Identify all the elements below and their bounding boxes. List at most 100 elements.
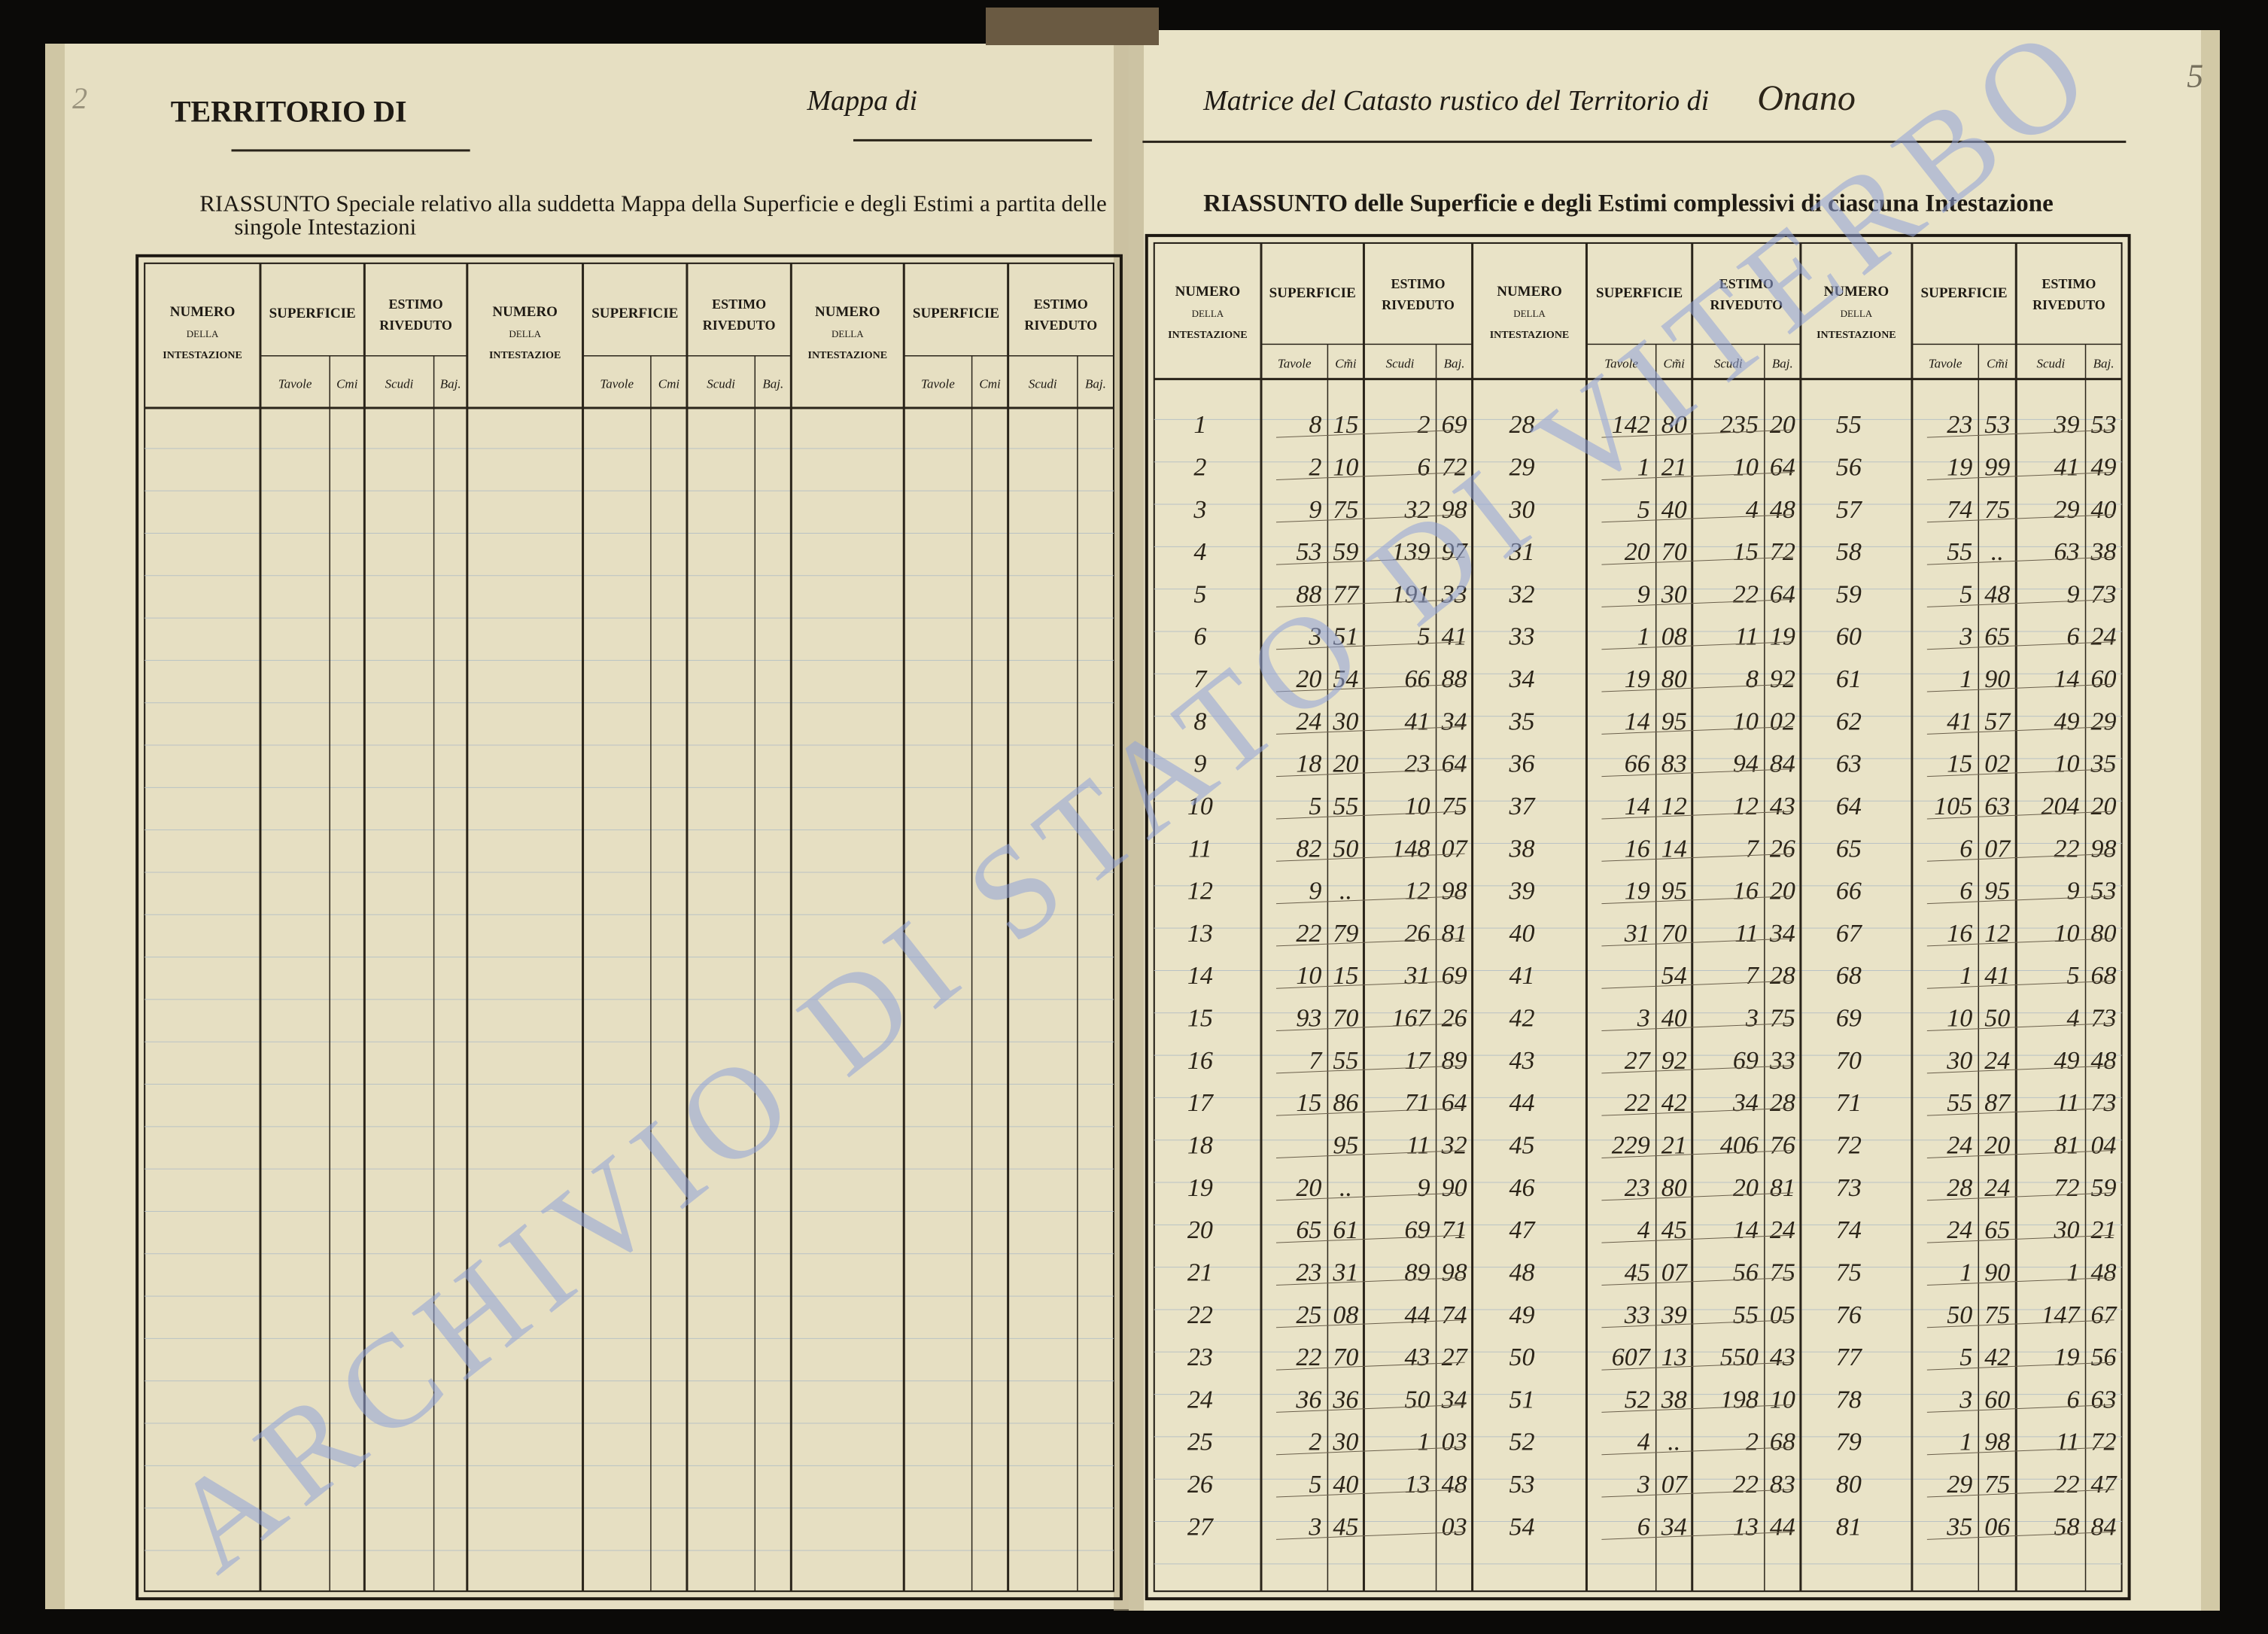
cell: 32: [1441, 1131, 1467, 1159]
cell: 4: [1637, 1429, 1650, 1456]
cell: 72: [1770, 538, 1795, 566]
cell: 22: [1733, 580, 1759, 608]
cell: 70: [1836, 1047, 1862, 1075]
cell: 60: [2091, 665, 2117, 693]
cell: 45: [1625, 1258, 1650, 1286]
cell: 14: [1625, 707, 1650, 735]
cell: 24: [2091, 623, 2117, 651]
cell: 53: [2091, 411, 2117, 439]
cell: 64: [1770, 453, 1795, 481]
cell: 229: [1612, 1131, 1650, 1159]
cell: 71: [1836, 1089, 1862, 1117]
cell: 43: [1770, 1343, 1795, 1371]
cell: 12: [1405, 878, 1430, 905]
cell: 36: [1295, 1386, 1321, 1413]
cell: 41: [1509, 962, 1535, 990]
flourish: [1926, 1362, 2114, 1371]
cell: 32: [1509, 580, 1535, 608]
column-header: ESTIMO: [1034, 297, 1088, 312]
cell: 90: [1442, 1174, 1467, 1202]
cell: 33: [1624, 1301, 1650, 1329]
cell: 81: [1836, 1513, 1862, 1541]
cell: 19: [1947, 453, 1972, 481]
cell: 24: [1187, 1386, 1213, 1413]
sub-header: Tavole: [1278, 357, 1312, 371]
cell: 55: [1947, 1089, 1972, 1117]
cell: 8: [1746, 665, 1759, 693]
cell: 81: [2054, 1131, 2080, 1159]
cell: 11: [2056, 1089, 2079, 1117]
cell: 74: [1442, 1301, 1467, 1329]
cell: 79: [1836, 1429, 1862, 1456]
sub-header: Cmi: [979, 376, 1001, 391]
flourish: [1275, 1107, 1465, 1116]
cell: 25: [1296, 1301, 1321, 1329]
cell: 3: [1959, 1386, 1972, 1413]
sub-header: Baj.: [1085, 376, 1106, 391]
cell: 34: [1732, 1089, 1759, 1117]
cell: 550: [1720, 1343, 1759, 1371]
cell: 28: [1509, 411, 1535, 439]
flourish: [1926, 980, 2114, 989]
cell: 51: [1509, 1386, 1535, 1413]
cell: 20: [2091, 793, 2117, 820]
flourish: [1601, 556, 1793, 565]
cell: 18: [1187, 1131, 1213, 1159]
cell: 66: [1625, 750, 1650, 778]
column-header: RIVEDUTO: [379, 318, 452, 333]
cell: 23: [1625, 1174, 1650, 1202]
cell: 48: [1442, 1471, 1467, 1499]
flourish: [1926, 1276, 2114, 1286]
cell: 10: [1947, 1005, 1972, 1033]
flourish: [1926, 1531, 2114, 1540]
cell: 4: [2067, 1005, 2080, 1033]
cell: 92: [1770, 665, 1795, 693]
column-header: DELLA: [831, 328, 864, 339]
cell: 28: [1770, 1089, 1795, 1117]
cell: 58: [1836, 538, 1862, 566]
cell: ..: [1668, 1429, 1680, 1456]
flourish: [1926, 938, 2114, 947]
flourish: [1601, 726, 1793, 735]
cell: 80: [1836, 1471, 1862, 1499]
cell: 69: [1836, 1005, 1862, 1033]
column-header: INTESTAZIONE: [1168, 330, 1248, 341]
cell: 5: [1959, 1343, 1972, 1371]
cell: 9: [1309, 496, 1321, 524]
cell: 22: [1296, 1343, 1321, 1371]
flourish: [1275, 768, 1465, 777]
cell: 11: [1734, 623, 1758, 651]
flourish: [1926, 429, 2114, 438]
cell: 03: [1442, 1513, 1467, 1541]
flourish: [1275, 641, 1465, 650]
cell: 40: [1509, 920, 1535, 948]
page-edge: [2201, 30, 2220, 1611]
flourish: [1275, 938, 1465, 947]
column-header: SUPERFICIE: [591, 306, 678, 321]
cell: 05: [1770, 1301, 1795, 1329]
cell: 63: [2054, 538, 2080, 566]
column-header: INTESTAZIONE: [1490, 330, 1570, 341]
cell: 27: [1625, 1047, 1652, 1075]
flourish: [1601, 1023, 1793, 1032]
sub-header: Cmi: [658, 376, 680, 391]
cell: ..: [1339, 1174, 1352, 1202]
gutter: [1114, 30, 1144, 1611]
cell: 29: [1947, 1471, 1972, 1499]
cell: 19: [1187, 1174, 1213, 1202]
cell: 64: [1442, 750, 1467, 778]
cell: 64: [1770, 580, 1795, 608]
cell: 1: [1959, 665, 1972, 693]
cell: 7: [1309, 1047, 1323, 1075]
cell: 14: [1625, 793, 1650, 820]
cell: 191: [1392, 580, 1430, 608]
cell: 22: [2054, 835, 2080, 863]
cell: 28: [1770, 962, 1795, 990]
cell: 60: [1836, 623, 1862, 651]
cell: 48: [1770, 496, 1795, 524]
right-page: [1129, 30, 2220, 1611]
column-header: RIVEDUTO: [1024, 318, 1097, 333]
flourish: [1275, 1149, 1465, 1158]
flourish: [1601, 598, 1793, 607]
cell: 24: [1770, 1216, 1795, 1244]
